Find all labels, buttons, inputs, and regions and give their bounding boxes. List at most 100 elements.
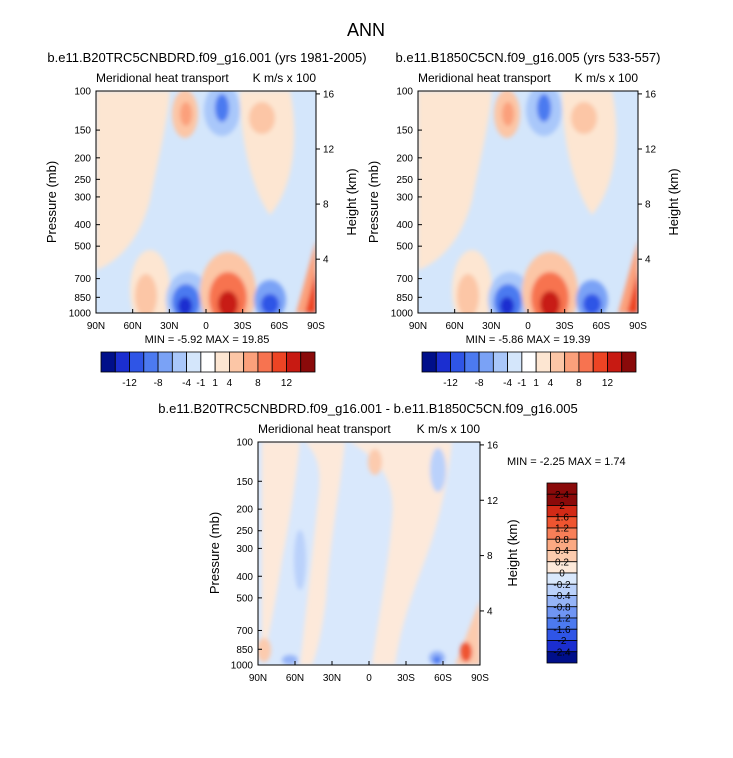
panel-b-shade-jet-s <box>571 102 597 134</box>
panel-c-shade-jet-warm <box>368 449 382 475</box>
panel-c-shade-polar-core <box>460 642 472 662</box>
panel-b-colorbar-swatch <box>478 351 494 373</box>
panel-c-subtitle-left: Meridional heat transport <box>258 422 391 436</box>
panel-a-colorbar-label: -1 <box>196 378 205 389</box>
panel-b-colorbar-swatch <box>607 351 623 373</box>
panel-c-field <box>258 442 480 665</box>
panel-a-colorbar-swatch <box>157 351 173 373</box>
panel-c-ytick-right-label: 8 <box>487 551 493 562</box>
panel-b-colorbar: -12 -8 -4 -1 1 4 8 12 <box>421 351 637 389</box>
panel-a-colorbar-label: -4 <box>182 378 191 389</box>
panel-a-minmax: MIN = -5.92 MAX = 19.85 <box>145 334 270 346</box>
panel-a-xtick-label: 0 <box>203 321 209 332</box>
panel-b-ytick-label: 850 <box>396 293 413 304</box>
panel-b-ytick-label: 100 <box>396 87 413 98</box>
panel-a-ytick-label: 100 <box>74 87 91 98</box>
panel-c-xtick-label: 30N <box>323 673 341 684</box>
panel-a-colorbar-swatch <box>200 351 216 373</box>
panel-a-shade-low-hot-peak <box>218 291 238 313</box>
panel-b-ytick-right-label: 8 <box>645 200 651 211</box>
panel-a-ytick-right-label: 4 <box>323 255 329 266</box>
panel-b-shade-low-cold-s-core <box>583 294 601 313</box>
panel-a-axes: 90N 60N 30N 0 30S 60S 90S 100 150 200 250 300 400 500… <box>69 87 335 333</box>
panel-c-shade-jet-cold <box>430 448 446 492</box>
panel-a-ylabel-right: Height (km) <box>344 168 359 235</box>
panel-b-xtick-label: 90S <box>629 321 647 332</box>
panel-a-shade-low-cold-s-core <box>261 294 279 313</box>
panel-b-xtick-label: 30N <box>482 321 500 332</box>
panel-c-subtitle-right: K m/s x 100 <box>417 422 481 436</box>
panel-b-xtick-label: 60S <box>592 321 610 332</box>
panel-c-shade-low-cold-s-core <box>433 656 441 664</box>
panel-c-colorbar-label: -0.8 <box>553 602 571 613</box>
panel-b-axes: 90N 60N 30N 0 30S 60S 90S 100 150 200 250 300 400 500… <box>391 87 657 333</box>
panel-b-ytick-label: 400 <box>396 220 413 231</box>
panel-c-ytick-label: 400 <box>236 572 253 583</box>
panel-c-shade-mid-cold <box>294 530 306 590</box>
panel-a-colorbar-label: 4 <box>227 378 233 389</box>
panel-b-colorbar-swatch <box>450 351 466 373</box>
panel-b-colorbar-swatch <box>464 351 480 373</box>
panel-a-ytick-label: 150 <box>74 126 91 137</box>
panel-b-shade-jet-n-core <box>502 102 514 126</box>
panel-a-colorbar: -12 -8 -4 -1 1 4 8 12 <box>100 351 316 389</box>
panel-b-colorbar-swatch <box>435 351 451 373</box>
panel-a-ytick-label: 250 <box>74 175 91 186</box>
panel-b-colorbar-label: 1 <box>533 378 539 389</box>
panel-a-colorbar-swatch <box>271 351 287 373</box>
panel-c-xtick-label: 0 <box>366 673 372 684</box>
panel-c-shade-warm-band-2 <box>300 442 345 665</box>
panel-a-colorbar-swatch <box>100 351 116 373</box>
panel-c-xtick-label: 60S <box>434 673 452 684</box>
panel-b-shade-polar-core <box>627 270 638 313</box>
page-title: ANN <box>347 20 385 40</box>
panel-a-colorbar-swatch <box>286 351 302 373</box>
panel-b-ytick-right-label: 12 <box>645 144 657 155</box>
panel-a-ytick-right-label: 8 <box>323 200 329 211</box>
panel-a-colorbar-swatch <box>129 351 145 373</box>
panel-b-ytick-label: 300 <box>396 192 413 203</box>
panel-c-ytick-label: 200 <box>236 505 253 516</box>
panel-c-ytick-right-label: 16 <box>487 440 499 451</box>
panel-b-shade-low-warm-n-core <box>457 274 479 313</box>
panel-c-shade-warm-band-3 <box>350 442 452 665</box>
panel-b-xtick-label: 30S <box>556 321 574 332</box>
panel-c-colorbar-label: -0.4 <box>553 591 571 602</box>
panel-a-xtick-label: 60S <box>270 321 288 332</box>
panel-a-ytick-right-label: 12 <box>323 144 335 155</box>
panel-a: b.e11.B20TRC5CNBDRD.f09_g16.001 (yrs 198… <box>44 50 367 389</box>
panel-c-minmax: MIN = -2.25 MAX = 1.74 <box>507 456 626 468</box>
panel-b-ylabel-right: Height (km) <box>666 168 681 235</box>
panel-b: b.e11.B1850C5CN.f09_g16.005 (yrs 533-557… <box>366 50 681 389</box>
panel-c-ytick-label: 1000 <box>231 661 254 672</box>
panel-c-xtick-label: 60N <box>286 673 304 684</box>
panel-a-shade-jet-eq-core <box>215 94 229 122</box>
panel-b-shade-low-cold-peak <box>500 297 514 313</box>
panel-a-colorbar-swatch <box>243 351 259 373</box>
panel-b-subtitle-left: Meridional heat transport <box>418 71 551 85</box>
panel-c-title: b.e11.B20TRC5CNBDRD.f09_g16.001 - b.e11.… <box>158 401 577 416</box>
panel-b-ytick-label: 150 <box>396 126 413 137</box>
panel-b-colorbar-label: -8 <box>475 378 484 389</box>
panel-b-subtitle-right: K m/s x 100 <box>575 71 639 85</box>
panel-c-axes: 90N 60N 30N 0 30S 60S 90S 100 150 200 250 300 400 500… <box>231 438 499 685</box>
panel-a-shade-low-cold-peak <box>178 297 192 313</box>
panel-c-colorbar: 2.421.61.20.80.40.20-0.2-0.4-0.8-1.2-1.6… <box>546 482 578 664</box>
panel-c-colorbar-label: 1.6 <box>555 512 569 523</box>
panel-c-xtick-label: 90N <box>249 673 267 684</box>
panel-a-shade-polar-core <box>305 270 316 313</box>
panel-c-colorbar-label: -2 <box>558 636 567 647</box>
panel-c-ylabel: Pressure (mb) <box>207 512 222 594</box>
panel-a-colorbar-swatch <box>114 351 130 373</box>
panel-b-shade-jet-eq-core <box>537 94 551 122</box>
panel-b-ytick-label: 200 <box>396 153 413 164</box>
panel-c-ytick-right-label: 12 <box>487 496 499 507</box>
panel-a-field <box>96 91 316 313</box>
panel-a-ytick-label: 500 <box>74 242 91 253</box>
panel-a-shade-warm-north <box>96 91 170 270</box>
panel-b-ytick-label: 700 <box>396 274 413 285</box>
panel-a-colorbar-label: 12 <box>281 378 293 389</box>
panel-b-colorbar-swatch <box>592 351 608 373</box>
panel-b-ytick-right-label: 4 <box>645 255 651 266</box>
